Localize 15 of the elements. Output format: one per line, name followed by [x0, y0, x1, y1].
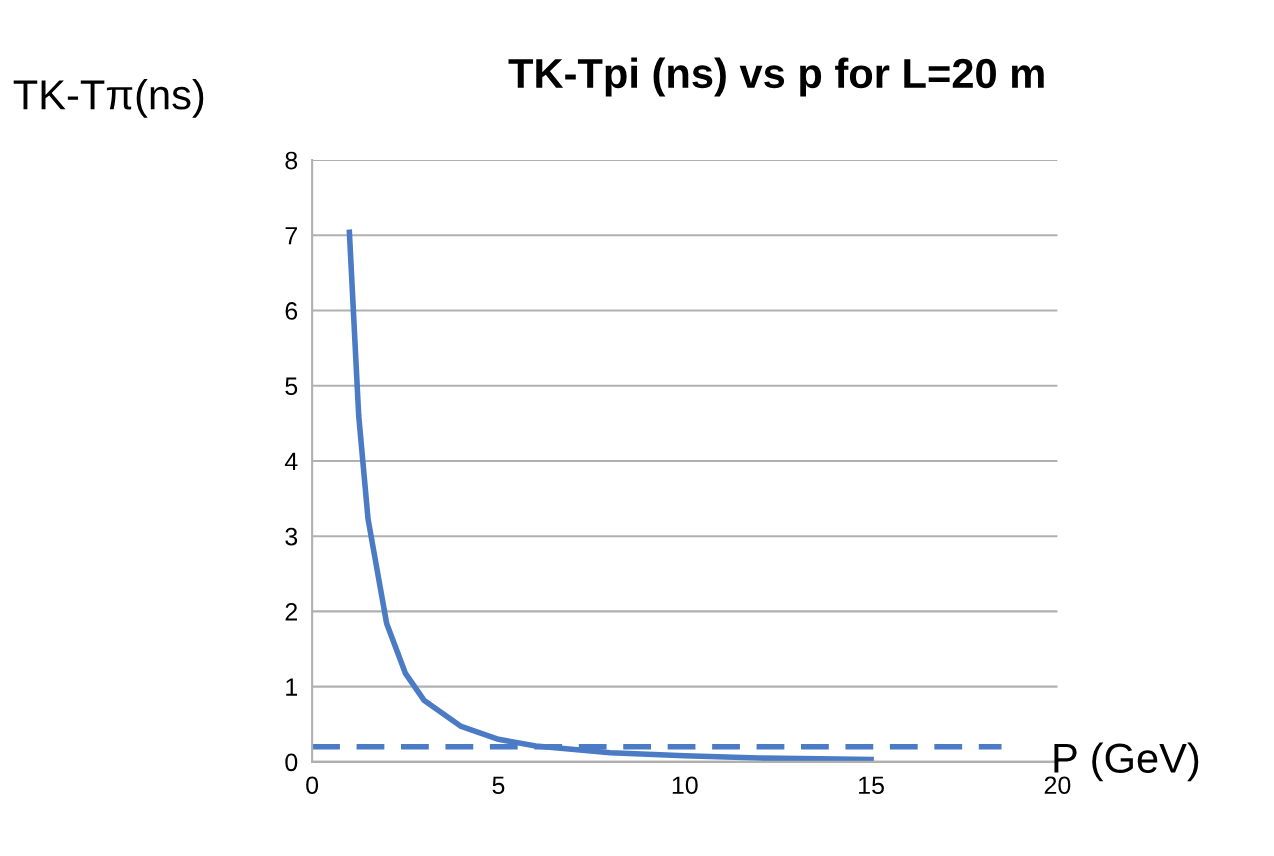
y-tick-label: 8 [285, 151, 298, 170]
y-tick-label: 7 [285, 227, 297, 245]
x-tick-label: 0 [306, 776, 319, 795]
x-tick-label: 5 [492, 776, 505, 795]
chart-title: TK-Tpi (ns) vs p for L=20 m [508, 57, 1044, 97]
y-tick-label: 5 [285, 377, 298, 396]
y-tick-label: 1 [286, 678, 298, 696]
y-axis-title: TK-Tπ(ns) [13, 79, 204, 118]
y-tick-label: 3 [285, 527, 298, 546]
y-tick-label: 0 [285, 753, 298, 772]
y-tick-label: 2 [285, 603, 297, 621]
y-tick-label: 4 [284, 452, 298, 471]
y-tick-label: 6 [285, 302, 298, 320]
x-tick-label: 15 [859, 776, 884, 795]
x-tick-label: 10 [672, 776, 698, 795]
